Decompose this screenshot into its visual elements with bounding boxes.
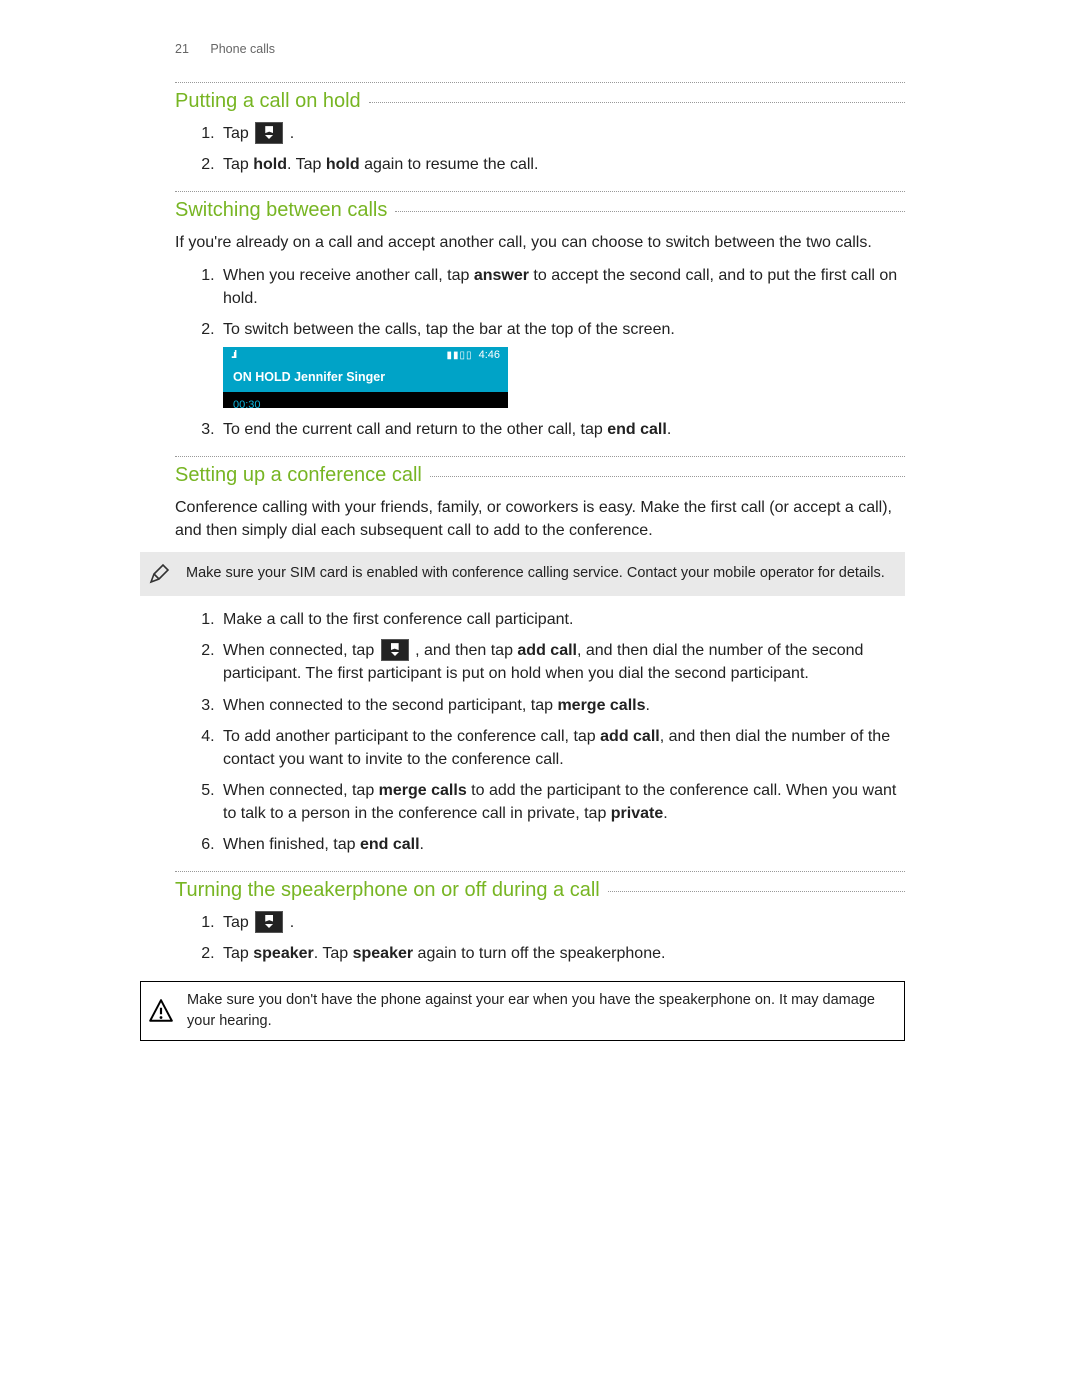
keyword: end call — [360, 836, 420, 853]
keyword: private — [611, 805, 663, 822]
step-text: . — [646, 697, 650, 714]
divider — [175, 871, 905, 872]
divider — [175, 191, 905, 192]
step-text: To end the current call and return to th… — [223, 421, 607, 438]
step-item: To end the current call and return to th… — [219, 418, 905, 441]
status-right: ▮▮▯▯ 4:46 — [446, 348, 500, 364]
keyword: end call — [607, 421, 667, 438]
step-text: again to turn off the speakerphone. — [413, 945, 665, 962]
manual-page: 21 Phone calls Putting a call on hold Ta… — [0, 0, 1080, 1397]
keyword: speaker — [353, 945, 414, 962]
step-item: When connected, tap , and then tap add c… — [219, 639, 905, 685]
step-text: Tap — [223, 125, 253, 142]
keyword: hold — [326, 156, 360, 173]
step-text: When connected to the second participant… — [223, 697, 557, 714]
step-text: . — [285, 125, 294, 142]
step-text: . — [420, 836, 424, 853]
step-item: When finished, tap end call. — [219, 833, 905, 856]
note-box: Make sure your SIM card is enabled with … — [140, 552, 905, 596]
clock: 4:46 — [479, 349, 500, 361]
on-hold-bar: ON HOLD Jennifer Singer — [223, 365, 508, 392]
battery-icon: ▮▮▯▯ — [446, 350, 472, 361]
signal-icon: ..ıl — [231, 348, 235, 364]
phone-screenshot: ..ıl ▮▮▯▯ 4:46 ON HOLD Jennifer Singer 0… — [223, 347, 508, 408]
step-text: . Tap — [314, 945, 353, 962]
page-header: 21 Phone calls — [175, 40, 905, 58]
step-text: When you receive another call, tap — [223, 267, 474, 284]
pencil-icon — [146, 560, 174, 588]
intro-text: If you're already on a call and accept a… — [175, 231, 905, 254]
step-item: Tap speaker. Tap speaker again to turn o… — [219, 942, 905, 965]
step-item: Tap hold. Tap hold again to resume the c… — [219, 153, 905, 176]
step-item: When connected, tap merge calls to add t… — [219, 779, 905, 825]
step-text: . — [667, 421, 671, 438]
chapter-title: Phone calls — [210, 42, 275, 56]
step-item: To switch between the calls, tap the bar… — [219, 318, 905, 408]
step-text: When connected, tap — [223, 782, 379, 799]
heading-speakerphone: Turning the speakerphone on or off durin… — [175, 876, 600, 905]
keyword: merge calls — [379, 782, 467, 799]
intro-text: Conference calling with your friends, fa… — [175, 496, 905, 542]
page-number: 21 — [175, 42, 189, 56]
section-heading: Turning the speakerphone on or off durin… — [175, 876, 905, 905]
divider — [175, 456, 905, 457]
step-text: When finished, tap — [223, 836, 360, 853]
more-options-icon — [255, 911, 283, 933]
heading-switching-calls: Switching between calls — [175, 196, 387, 225]
step-text: Tap — [223, 945, 253, 962]
step-text: Tap — [223, 156, 253, 173]
steps-list: Tap . Tap speaker. Tap speaker again to … — [175, 911, 905, 965]
divider — [175, 82, 905, 83]
steps-list: When you receive another call, tap answe… — [175, 264, 905, 442]
step-item: When connected to the second participant… — [219, 694, 905, 717]
keyword: add call — [517, 642, 577, 659]
step-item: Make a call to the first conference call… — [219, 608, 905, 631]
more-options-icon — [255, 122, 283, 144]
warning-text: Make sure you don't have the phone again… — [187, 990, 890, 1032]
step-text: Tap — [223, 914, 253, 931]
warning-icon — [147, 997, 175, 1025]
keyword: speaker — [253, 945, 314, 962]
dotted-rule — [608, 891, 905, 892]
steps-list: Make a call to the first conference call… — [175, 608, 905, 857]
step-text: . — [285, 914, 294, 931]
dotted-rule — [395, 211, 905, 212]
step-item: When you receive another call, tap answe… — [219, 264, 905, 310]
keyword: answer — [474, 267, 529, 284]
steps-list: Tap . Tap hold. Tap hold again to resume… — [175, 122, 905, 176]
section-heading: Putting a call on hold — [175, 87, 905, 116]
more-options-icon — [381, 639, 409, 661]
step-text: . — [663, 805, 667, 822]
step-text: To switch between the calls, tap the bar… — [223, 321, 675, 338]
heading-conference-call: Setting up a conference call — [175, 461, 422, 490]
section-heading: Switching between calls — [175, 196, 905, 225]
keyword: add call — [600, 728, 660, 745]
section-heading: Setting up a conference call — [175, 461, 905, 490]
note-text: Make sure your SIM card is enabled with … — [186, 563, 885, 584]
dotted-rule — [430, 476, 905, 477]
keyword: hold — [253, 156, 287, 173]
status-bar: ..ıl ▮▮▯▯ 4:46 — [223, 347, 508, 365]
step-item: Tap . — [219, 122, 905, 145]
step-text: , and then tap — [411, 642, 518, 659]
step-text: To add another participant to the confer… — [223, 728, 600, 745]
step-text: again to resume the call. — [360, 156, 539, 173]
keyword: merge calls — [557, 697, 645, 714]
warning-box: Make sure you don't have the phone again… — [140, 981, 905, 1041]
heading-putting-on-hold: Putting a call on hold — [175, 87, 361, 116]
step-item: To add another participant to the confer… — [219, 725, 905, 771]
dotted-rule — [369, 102, 905, 103]
step-text: . Tap — [287, 156, 326, 173]
step-item: Tap . — [219, 911, 905, 934]
step-text: When connected, tap — [223, 642, 379, 659]
active-call-bar: 00:30 — [223, 392, 508, 408]
